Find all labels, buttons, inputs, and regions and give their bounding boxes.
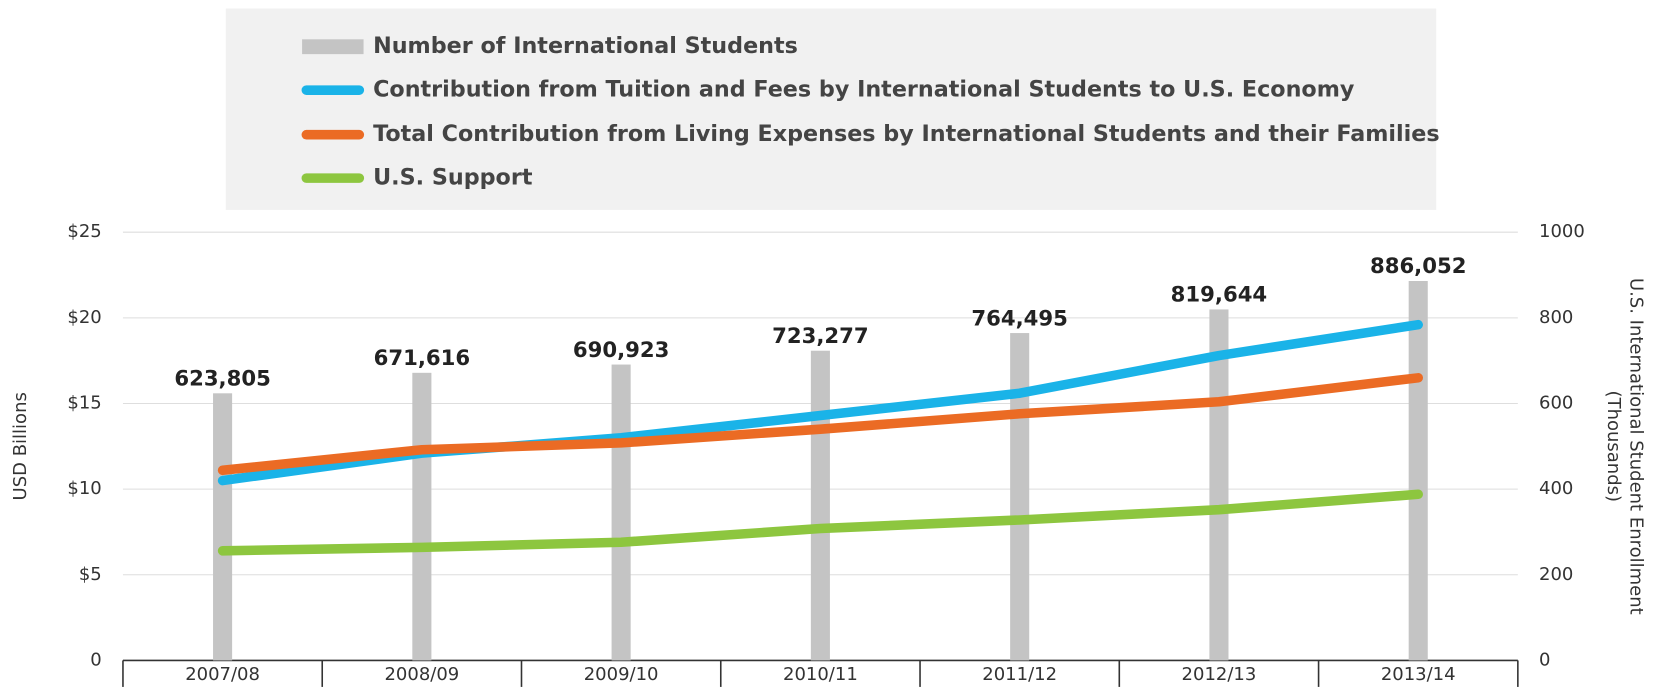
y2-axis-label: (Thousands) <box>1603 391 1624 502</box>
y2-tick-label: 1000 <box>1539 221 1585 242</box>
y2-tick-label: 400 <box>1539 478 1573 499</box>
data-label: 764,495 <box>971 305 1068 330</box>
y-tick-label: $25 <box>67 221 101 242</box>
line-series <box>217 373 1423 476</box>
y2-tick-label: 200 <box>1539 564 1573 585</box>
x-tick-label: 2009/10 <box>584 664 659 685</box>
y2-tick-label: 600 <box>1539 392 1573 413</box>
x-tick-label: 2011/12 <box>982 664 1057 685</box>
x-tick-label: 2007/08 <box>185 664 260 685</box>
y-tick-label: $10 <box>67 478 101 499</box>
x-tick-label: 2012/13 <box>1182 664 1257 685</box>
bar <box>1408 281 1428 661</box>
legend-label: Contribution from Tuition and Fees by In… <box>373 77 1355 103</box>
bar <box>1209 309 1229 661</box>
y-tick-label: $20 <box>67 307 101 328</box>
legend-swatch <box>302 39 364 55</box>
y2-tick-label: 800 <box>1539 307 1573 328</box>
bar <box>213 393 233 661</box>
data-label: 723,277 <box>772 323 869 348</box>
data-label: 819,644 <box>1171 282 1268 307</box>
data-label: 690,923 <box>573 337 670 362</box>
bar <box>412 372 432 661</box>
data-label: 623,805 <box>174 366 271 391</box>
legend-box <box>225 8 1437 210</box>
line-series <box>217 489 1423 556</box>
x-tick-label: 2010/11 <box>783 664 858 685</box>
y2-tick-label: 0 <box>1539 649 1550 670</box>
data-label: 886,052 <box>1370 253 1467 278</box>
y-axis-label: USD Billions <box>10 392 31 500</box>
y-tick-label: $15 <box>67 392 101 413</box>
y-tick-label: 0 <box>90 649 101 670</box>
y2-axis-label: U.S. International Student Enrollment <box>1626 278 1647 615</box>
x-tick-label: 2013/14 <box>1381 664 1456 685</box>
legend-label: U.S. Support <box>373 165 533 191</box>
bar <box>810 350 830 661</box>
y-tick-label: $5 <box>79 564 102 585</box>
data-label: 671,616 <box>374 345 471 370</box>
bar <box>611 364 631 661</box>
bar <box>1010 333 1030 661</box>
x-tick-label: 2008/09 <box>384 664 459 685</box>
legend-label: Total Contribution from Living Expenses … <box>373 121 1440 147</box>
legend-label: Number of International Students <box>373 33 798 59</box>
